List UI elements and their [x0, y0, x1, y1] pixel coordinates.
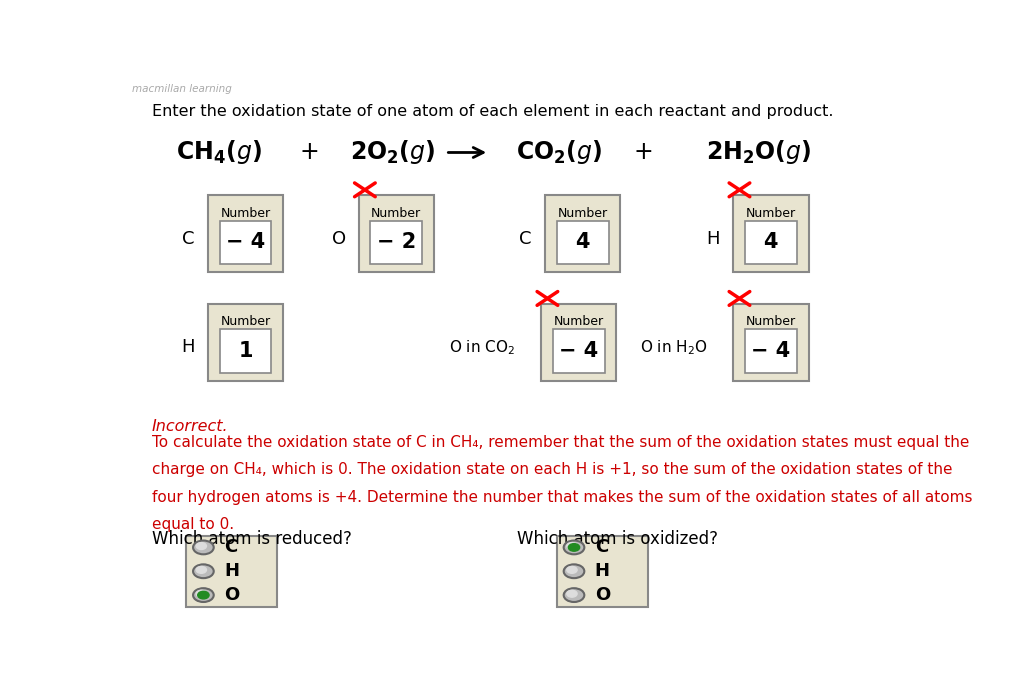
Text: O: O — [224, 586, 240, 604]
Circle shape — [197, 543, 207, 550]
Circle shape — [197, 590, 207, 597]
Text: Number: Number — [745, 207, 796, 219]
Circle shape — [194, 588, 214, 602]
FancyBboxPatch shape — [208, 303, 284, 380]
FancyBboxPatch shape — [745, 329, 797, 373]
FancyBboxPatch shape — [733, 195, 809, 272]
Text: $\bf{CO_2}$$\bf{(}$$\it{g}$$\bf{)}$: $\bf{CO_2}$$\bf{(}$$\it{g}$$\bf{)}$ — [516, 138, 602, 166]
Circle shape — [198, 591, 209, 599]
Text: equal to 0.: equal to 0. — [152, 517, 233, 533]
Text: 4: 4 — [575, 233, 590, 252]
FancyBboxPatch shape — [220, 329, 271, 373]
FancyBboxPatch shape — [745, 221, 797, 264]
Text: H: H — [595, 562, 609, 580]
Text: − 4: − 4 — [752, 341, 791, 361]
FancyBboxPatch shape — [733, 303, 809, 380]
Text: C: C — [181, 230, 195, 248]
Text: Enter the oxidation state of one atom of each element in each reactant and produ: Enter the oxidation state of one atom of… — [152, 104, 834, 119]
FancyBboxPatch shape — [371, 221, 422, 264]
Circle shape — [566, 590, 578, 597]
Text: − 4: − 4 — [226, 233, 265, 252]
Text: +: + — [299, 140, 318, 164]
Text: C: C — [519, 230, 531, 248]
Text: Number: Number — [220, 207, 270, 219]
FancyBboxPatch shape — [553, 329, 604, 373]
Circle shape — [197, 566, 207, 573]
Text: O: O — [332, 230, 346, 248]
Text: Which atom is reduced?: Which atom is reduced? — [152, 530, 351, 548]
FancyBboxPatch shape — [208, 195, 284, 272]
Text: − 4: − 4 — [559, 341, 598, 361]
Text: Which atom is oxidized?: Which atom is oxidized? — [517, 530, 718, 548]
Text: $\bf{2H_2O}$$\bf{(}$$\it{g}$$\bf{)}$: $\bf{2H_2O}$$\bf{(}$$\it{g}$$\bf{)}$ — [707, 138, 812, 166]
FancyBboxPatch shape — [220, 221, 271, 264]
Text: O: O — [595, 586, 610, 604]
Text: four hydrogen atoms is +4. Determine the number that makes the sum of the oxidat: four hydrogen atoms is +4. Determine the… — [152, 490, 973, 505]
Text: Number: Number — [371, 207, 421, 219]
Text: O in CO$_2$: O in CO$_2$ — [449, 338, 515, 357]
Circle shape — [568, 544, 580, 551]
Text: Number: Number — [745, 315, 796, 328]
Circle shape — [194, 564, 214, 578]
Text: Number: Number — [220, 315, 270, 328]
Text: $\bf{CH_4}$$\bf{(}$$\it{g}$$\bf{)}$: $\bf{CH_4}$$\bf{(}$$\it{g}$$\bf{)}$ — [176, 138, 262, 166]
Circle shape — [563, 564, 585, 578]
Text: +: + — [634, 140, 653, 164]
Circle shape — [563, 541, 585, 555]
FancyBboxPatch shape — [541, 303, 616, 380]
FancyBboxPatch shape — [545, 195, 621, 272]
Text: macmillan learning: macmillan learning — [132, 84, 231, 94]
Text: H: H — [707, 230, 720, 248]
FancyBboxPatch shape — [186, 535, 278, 607]
Text: 4: 4 — [764, 233, 778, 252]
Text: Number: Number — [558, 207, 608, 219]
Text: 1: 1 — [239, 341, 253, 361]
Circle shape — [566, 543, 578, 550]
Text: C: C — [595, 539, 608, 557]
Text: charge on CH₄, which is 0. The oxidation state on each H is +1, so the sum of th: charge on CH₄, which is 0. The oxidation… — [152, 462, 952, 477]
Text: H: H — [181, 338, 195, 356]
FancyBboxPatch shape — [358, 195, 434, 272]
Text: Number: Number — [554, 315, 604, 328]
Text: C: C — [224, 539, 238, 557]
Text: $\bf{2O_2}$$\bf{(}$$\it{g}$$\bf{)}$: $\bf{2O_2}$$\bf{(}$$\it{g}$$\bf{)}$ — [349, 138, 435, 166]
Text: H: H — [224, 562, 239, 580]
Text: Incorrect.: Incorrect. — [152, 419, 228, 434]
Circle shape — [566, 566, 578, 573]
Circle shape — [563, 588, 585, 602]
Text: To calculate the oxidation state of C in CH₄, remember that the sum of the oxida: To calculate the oxidation state of C in… — [152, 435, 969, 450]
FancyBboxPatch shape — [557, 535, 648, 607]
Circle shape — [194, 541, 214, 555]
FancyBboxPatch shape — [557, 221, 608, 264]
Text: − 2: − 2 — [377, 233, 416, 252]
Text: O in H$_2$O: O in H$_2$O — [640, 338, 708, 357]
